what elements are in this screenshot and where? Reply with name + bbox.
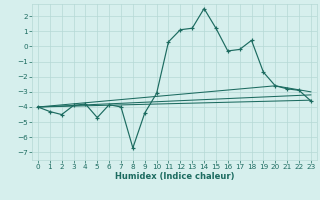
X-axis label: Humidex (Indice chaleur): Humidex (Indice chaleur)	[115, 172, 234, 181]
